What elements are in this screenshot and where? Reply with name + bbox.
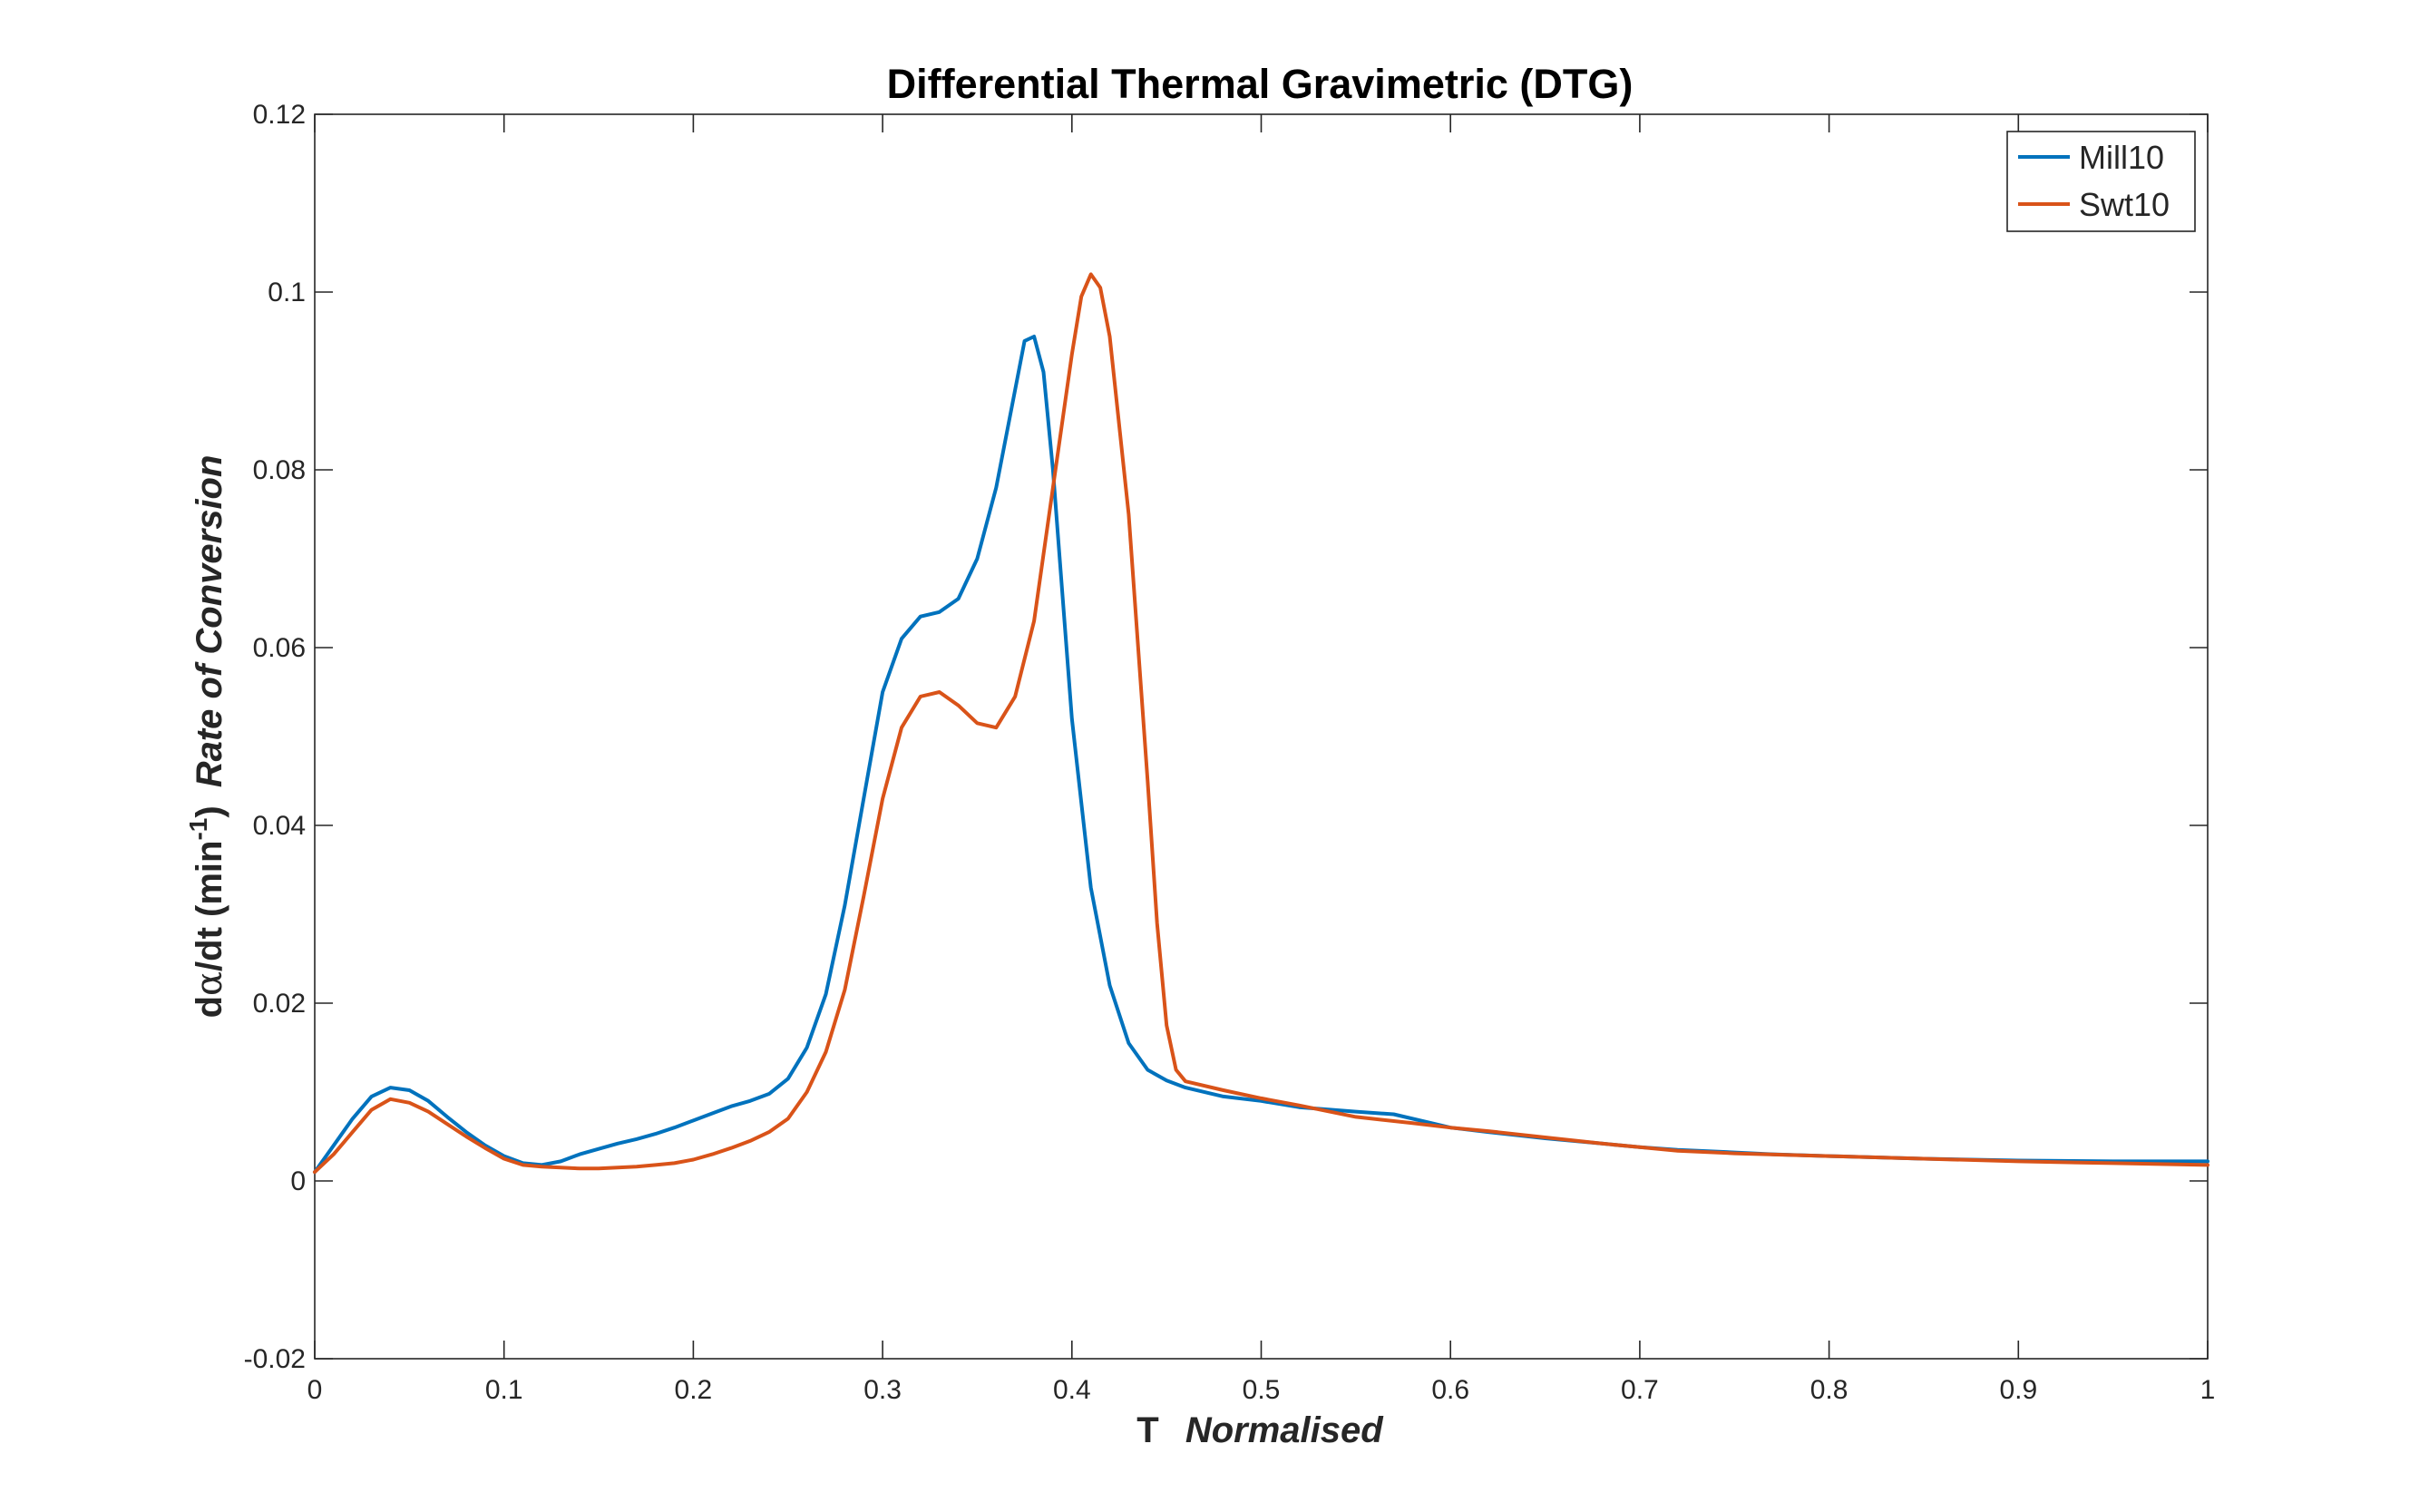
y-tick-labels: -0.02 0 0.02 0.04 0.06 0.08 0.1 0.12	[244, 100, 306, 1374]
legend-label-mill10: Mill10	[2079, 139, 2164, 176]
x-tick-label: 0.2	[675, 1375, 713, 1405]
chart-title: Differential Thermal Gravimetric (DTG)	[887, 61, 1634, 107]
x-tick-label: 0.4	[1053, 1375, 1091, 1405]
series-lines	[313, 272, 2209, 1175]
plot-frame	[314, 113, 2209, 1360]
y-tick-label: -0.02	[244, 1344, 306, 1374]
x-tick-label: 0.8	[1810, 1375, 1848, 1405]
y-tick-label: 0	[290, 1166, 306, 1196]
y-tick-label: 0.1	[268, 278, 306, 307]
legend-box	[2006, 131, 2196, 232]
x-tick-label: 1	[2200, 1375, 2216, 1405]
y-axis-label-middle: /dt (min	[190, 841, 229, 971]
y-axis-label-alpha: α	[189, 971, 230, 996]
x-tick-label: 0.5	[1243, 1375, 1281, 1405]
y-tick-label: 0.12	[253, 100, 306, 130]
x-axis-label-italic: Normalised	[1185, 1410, 1384, 1450]
y-axis-label-superscript: -1	[184, 818, 212, 841]
y-tick-label: 0.04	[253, 811, 306, 841]
y-axis-label: dα/dt (min-1) Rate of Conversion	[184, 455, 230, 1019]
x-tick-labels: 0 0.1 0.2 0.3 0.4 0.5 0.6 0.7 0.8 0.9 1	[307, 1375, 2216, 1405]
x-tick-label: 0.1	[485, 1375, 523, 1405]
x-tick-label: 0.7	[1621, 1375, 1659, 1405]
x-tick-label: 0.3	[863, 1375, 902, 1405]
y-tick-label: 0.06	[253, 633, 306, 663]
y-axis-label-prefix: d	[190, 996, 229, 1018]
plot-area	[313, 113, 2209, 1360]
x-axis-label-main: T	[1136, 1410, 1158, 1450]
y-axis-label-italic: Rate of Conversion	[190, 455, 229, 788]
legend: Mill10 Swt10	[2006, 131, 2196, 232]
y-tick-label: 0.08	[253, 455, 306, 485]
x-tick-label: 0.6	[1431, 1375, 1469, 1405]
y-axis-label-suffix: )	[190, 805, 229, 817]
y-tick-label: 0.02	[253, 989, 306, 1019]
legend-label-swt10: Swt10	[2079, 186, 2170, 223]
series-line-swt10	[313, 272, 2209, 1175]
x-tick-label: 0	[307, 1375, 323, 1405]
x-tick-label: 0.9	[1999, 1375, 2037, 1405]
x-axis-label: T Normalised	[1136, 1410, 1384, 1450]
tick-marks	[314, 113, 2209, 1360]
